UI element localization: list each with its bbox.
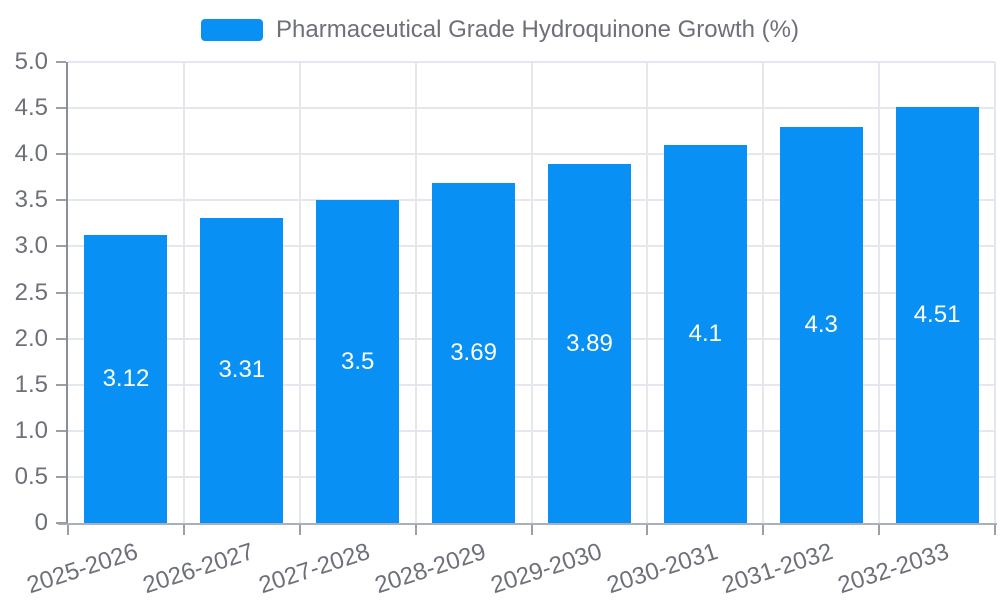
legend-label: Pharmaceutical Grade Hydroquinone Growth… xyxy=(276,16,799,43)
gridline-vertical xyxy=(298,62,301,523)
gridline-vertical xyxy=(762,62,765,523)
x-tick-label: 2027-2028 xyxy=(255,538,374,600)
gridline-vertical xyxy=(646,62,649,523)
y-tick xyxy=(56,291,66,294)
y-tick xyxy=(56,245,66,248)
bar[interactable] xyxy=(663,144,747,523)
gridline-vertical xyxy=(994,62,996,523)
y-tick-label: 2.5 xyxy=(14,278,48,306)
y-tick xyxy=(56,429,66,432)
x-tick-label: 2032-2033 xyxy=(834,538,953,600)
y-tick-label: 3.5 xyxy=(14,186,48,214)
x-tick xyxy=(298,525,301,535)
gridline-vertical xyxy=(182,62,185,523)
gridline-vertical xyxy=(878,62,881,523)
y-tick-label: 2.0 xyxy=(14,324,48,352)
x-tick-label: 2030-2031 xyxy=(603,538,721,600)
x-tick-label: 2029-2030 xyxy=(487,538,605,600)
bar[interactable] xyxy=(432,182,516,523)
x-tick xyxy=(762,525,765,535)
x-tick xyxy=(182,525,185,535)
x-tick xyxy=(646,525,649,535)
y-tick xyxy=(56,475,66,478)
x-tick xyxy=(414,525,417,535)
y-tick-label: 4.0 xyxy=(14,140,48,168)
y-tick xyxy=(56,383,66,386)
gridline-vertical xyxy=(414,62,417,523)
legend[interactable]: Pharmaceutical Grade Hydroquinone Growth… xyxy=(0,17,1000,43)
bar-value-label: 3.12 xyxy=(102,365,150,393)
bar-value-label: 4.51 xyxy=(913,301,961,329)
bar-value-label: 4.3 xyxy=(804,310,838,338)
legend-swatch-icon xyxy=(201,19,264,41)
x-tick xyxy=(67,525,69,535)
bar[interactable] xyxy=(84,235,168,523)
y-tick xyxy=(56,522,66,524)
y-tick-label: 5.0 xyxy=(14,48,48,75)
bar-value-label: 3.5 xyxy=(341,347,375,375)
y-tick-label: 1.0 xyxy=(14,416,48,444)
x-tick xyxy=(530,525,533,535)
x-tick-label: 2031-2032 xyxy=(719,538,837,600)
y-tick xyxy=(56,199,66,202)
bar-value-label: 3.31 xyxy=(218,356,266,384)
x-tick-label: 2028-2029 xyxy=(371,538,489,600)
bar[interactable] xyxy=(200,217,284,523)
y-tick xyxy=(56,61,66,63)
x-axis-line xyxy=(58,523,997,525)
x-tick-label: 2025-2026 xyxy=(23,538,142,600)
gridline-vertical xyxy=(530,62,533,523)
y-axis-line xyxy=(66,62,68,525)
x-tick xyxy=(994,525,996,535)
bar-value-label: 3.89 xyxy=(566,329,613,357)
y-tick-label: 0.5 xyxy=(14,462,48,490)
bar[interactable] xyxy=(779,126,863,523)
bar[interactable] xyxy=(316,200,400,523)
y-tick xyxy=(56,337,66,340)
y-tick-label: 0 xyxy=(34,509,48,536)
y-tick-label: 3.0 xyxy=(14,232,48,260)
y-tick-label: 4.5 xyxy=(14,94,48,122)
y-tick xyxy=(56,153,66,156)
bar[interactable] xyxy=(895,107,979,523)
bar-value-label: 4.1 xyxy=(688,319,722,347)
y-tick-label: 1.5 xyxy=(14,370,48,398)
bar-value-label: 3.69 xyxy=(450,338,497,366)
x-tick xyxy=(878,525,881,535)
bar[interactable] xyxy=(547,164,631,523)
y-tick xyxy=(56,107,66,110)
x-tick-label: 2026-2027 xyxy=(139,538,258,600)
